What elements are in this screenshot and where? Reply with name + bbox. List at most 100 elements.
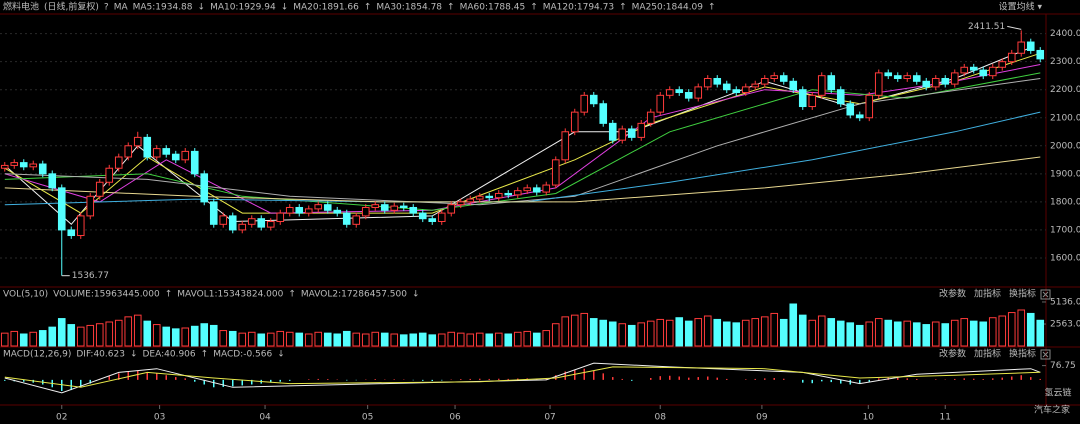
close-button[interactable] [1040, 349, 1051, 360]
candle-body [181, 150, 190, 161]
close-button[interactable] [1040, 289, 1051, 300]
volume-bar [884, 319, 893, 347]
volume-bar [836, 320, 845, 347]
candle-body [846, 103, 855, 116]
legend-trend: ↓ [277, 350, 285, 360]
candle-body [57, 187, 66, 231]
volume-bar [827, 318, 836, 347]
volume-bar [86, 324, 95, 347]
volume-bar [751, 318, 760, 347]
volume-bar [770, 312, 779, 347]
candle-body [665, 89, 674, 96]
candle-body [979, 69, 988, 77]
legend-trend: ↑ [364, 3, 372, 13]
candle-body [437, 212, 446, 223]
panel-tool[interactable]: 换指标 [1009, 288, 1036, 300]
volume-bar [190, 325, 199, 347]
candle-body [969, 66, 978, 71]
candle-body [950, 72, 959, 85]
volume-bar [627, 324, 636, 347]
volume-bar [114, 319, 123, 347]
x-tick-label: 05 [362, 413, 373, 423]
annotation: 1536.77 [72, 271, 109, 281]
volume-bar [437, 333, 446, 347]
legend-trend: ↓ [130, 350, 138, 360]
volume-bar [618, 323, 627, 347]
candle-body [361, 206, 370, 217]
ma-line [4, 64, 1041, 214]
x-tick-label: 10 [863, 413, 875, 423]
candle-body [304, 208, 313, 214]
candle-body [105, 167, 114, 183]
volume-bar [779, 318, 788, 347]
candle-body [428, 218, 437, 223]
volume-bar [789, 303, 798, 347]
legend-entry: MA5:1934.88 [133, 3, 193, 13]
volume-bar [333, 333, 342, 347]
candle-body [494, 192, 503, 199]
candle-body [399, 205, 408, 208]
volume-bar [124, 316, 133, 347]
candle-body [257, 218, 266, 228]
volume-bar [570, 314, 579, 347]
candle-body [133, 136, 142, 147]
panel-tool[interactable]: 加指标 [974, 348, 1001, 360]
candle-body [86, 195, 95, 217]
help-button[interactable]: ? [104, 3, 109, 13]
x-tick-label: 02 [56, 413, 67, 423]
candle-body [713, 77, 722, 85]
volume-bar [380, 332, 389, 347]
volume-bar [637, 322, 646, 347]
candle-body [789, 80, 798, 91]
volume-bar [684, 320, 693, 347]
volume-bar [580, 312, 589, 347]
candle-body [694, 86, 703, 99]
volume-bar [466, 333, 475, 347]
candle-body [732, 89, 741, 94]
y-tick-label: 1800.00 [1050, 197, 1080, 207]
panel-tool[interactable]: 加指标 [974, 288, 1001, 300]
candle-body [219, 215, 228, 225]
volume-bar [456, 332, 465, 347]
volume-bar [979, 321, 988, 347]
legend-entry: MA10:1929.94 [210, 3, 276, 13]
panel-tool[interactable]: 换指标 [1009, 348, 1036, 360]
panel-tool[interactable]: 改参数 [939, 348, 966, 360]
volume-bar [542, 330, 551, 347]
volume-bar [57, 318, 66, 347]
annotation: 2411.51 [968, 22, 1005, 32]
panel-tool[interactable]: 改参数 [939, 288, 966, 300]
setting-button[interactable]: 设置均线 ▾ [999, 1, 1043, 13]
volume-bar [409, 333, 418, 347]
candle-body [808, 94, 817, 108]
candle-body [599, 103, 608, 124]
ma-line [4, 52, 1041, 214]
candle-body [884, 72, 893, 77]
ma-line [4, 72, 1041, 211]
legend-trend: ↑ [288, 290, 296, 300]
x-tick-label: 11 [940, 413, 951, 423]
candle-body [1007, 52, 1016, 63]
volume-bar [361, 333, 370, 347]
volume-bar [922, 324, 931, 347]
candle-body [95, 181, 104, 197]
y-tick-label: 1700.00 [1050, 225, 1080, 235]
candle-body [67, 229, 76, 237]
volume-bar [418, 332, 427, 347]
candle-body [238, 223, 247, 231]
candle-body [1017, 41, 1026, 54]
subtitle: (日线,前复权) [44, 1, 99, 13]
panel-title: MACD(12,26,9) [3, 350, 71, 360]
volume-bar [855, 324, 864, 347]
volume-bar [931, 321, 940, 347]
volume-bar [694, 318, 703, 347]
candle-body [779, 75, 788, 82]
candle-body [418, 212, 427, 220]
candle-body [295, 206, 304, 214]
candle-body [608, 122, 617, 141]
volume-bar [133, 314, 142, 347]
candle-body [855, 114, 864, 119]
volume-bar [798, 314, 807, 347]
ma-line [4, 78, 1041, 206]
